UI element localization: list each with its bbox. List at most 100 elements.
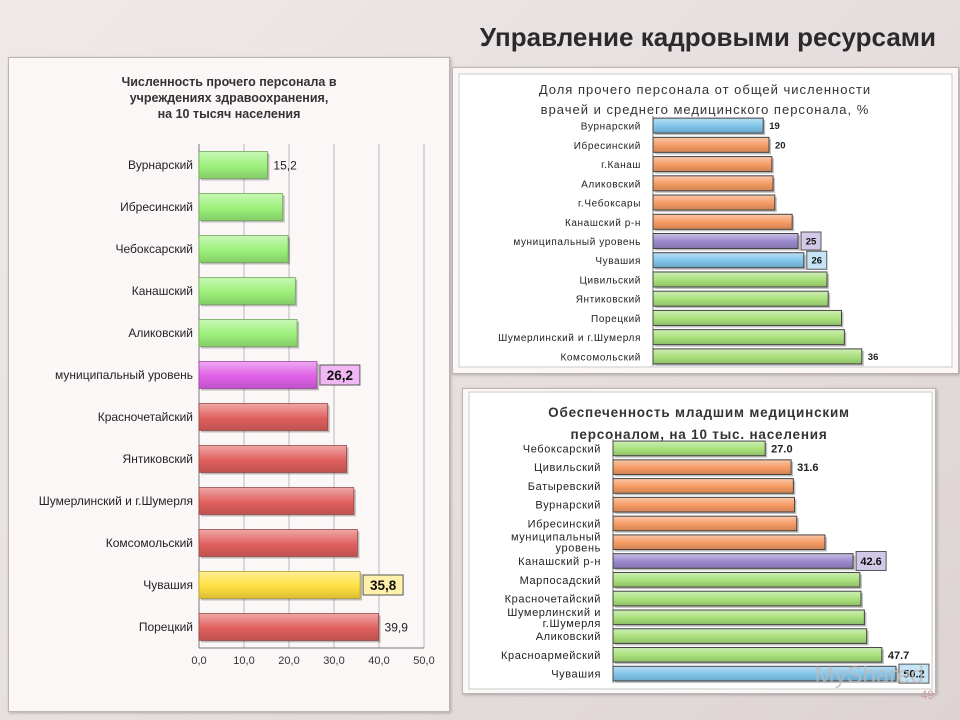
category-label: Канашский р-н <box>565 218 641 229</box>
category-label: Цивильский <box>534 462 601 474</box>
data-label-box <box>898 663 930 684</box>
bar <box>652 329 845 346</box>
data-label: 15,2 <box>273 158 297 172</box>
bar <box>652 348 863 365</box>
category-label: Чебоксарский <box>116 242 193 256</box>
data-label: 47.7 <box>888 650 909 662</box>
data-label: 26,2 <box>327 368 353 383</box>
chart-panel-bottom-right: Обеспеченность младшим медицинским персон… <box>462 388 936 694</box>
category-label: Чувашия <box>551 669 601 681</box>
bar <box>612 553 854 569</box>
bar <box>652 175 774 192</box>
bar <box>612 459 792 475</box>
data-label: 35,8 <box>370 578 397 593</box>
bar <box>198 319 298 347</box>
tick-label: 0,0 <box>191 655 206 667</box>
bar <box>198 529 358 557</box>
bar <box>198 361 318 389</box>
bar <box>198 193 284 221</box>
data-label: 19 <box>769 121 780 132</box>
data-label-box <box>319 364 361 386</box>
category-label: Аликовский <box>536 631 601 643</box>
bar <box>198 571 361 599</box>
category-label: Ибресинский <box>574 140 641 152</box>
data-label-box <box>800 231 822 251</box>
chart-title: на 10 тысяч населения <box>158 107 301 121</box>
tick-label: 50,0 <box>413 655 434 667</box>
watermark: MyShared <box>814 662 924 689</box>
category-label: Чувашия <box>143 578 193 592</box>
data-label-box <box>806 250 828 270</box>
bar <box>198 277 296 305</box>
bar <box>652 117 764 134</box>
data-label: 26 <box>812 256 823 267</box>
bar <box>612 534 826 551</box>
bar <box>652 136 770 153</box>
bar <box>198 445 348 473</box>
data-label: 42.6 <box>860 556 881 568</box>
tick-label: 30,0 <box>323 655 344 667</box>
category-label: Канашский р-н <box>518 556 601 568</box>
bar <box>652 290 829 307</box>
bar <box>612 665 897 682</box>
chart-panel-left: Численность прочего персонала в учреждени… <box>8 57 450 712</box>
chart-junior-staff: Обеспеченность младшим медицинским персон… <box>468 391 933 690</box>
category-label: Чувашия <box>595 256 641 267</box>
chart-title: Доля прочего персонала от общей численно… <box>539 82 871 97</box>
category-label: г.Шумерля <box>543 618 601 630</box>
data-label: 25 <box>806 236 817 247</box>
bar <box>612 515 798 532</box>
bar <box>612 478 794 494</box>
category-label: Чебоксарский <box>523 443 601 455</box>
category-label: Шумерлинский и <box>507 607 601 619</box>
category-label: Порецкий <box>591 314 641 325</box>
category-label: Вурнарский <box>581 122 641 133</box>
chart-title: врачей и среднего медицинского персонала… <box>541 102 870 117</box>
tick-label: 10,0 <box>233 655 254 667</box>
category-label: Батыревский <box>528 481 601 493</box>
chart-staff-share: Доля прочего персонала от общей численно… <box>458 73 953 368</box>
category-label: Красноармейский <box>501 650 601 662</box>
data-label-box <box>855 551 887 571</box>
bar <box>652 252 805 269</box>
bar <box>198 151 268 179</box>
data-label: 50.2 <box>903 669 924 681</box>
chart-title: учреждениях здравоохранения, <box>130 91 329 105</box>
chart-title: Численность прочего персонала в <box>121 75 336 89</box>
bar <box>652 271 828 288</box>
bar <box>612 571 861 588</box>
tick-label: 40,0 <box>368 655 389 667</box>
bar <box>652 233 799 249</box>
category-label: Аликовский <box>581 179 641 190</box>
data-label: 36 <box>868 352 879 363</box>
data-label: 27.0 <box>771 443 792 455</box>
bar <box>652 213 793 230</box>
category-label: Вурнарский <box>535 500 601 512</box>
data-label: 20 <box>775 140 786 151</box>
bar <box>198 403 329 431</box>
bar <box>198 487 355 515</box>
category-label: Порецкий <box>139 620 193 634</box>
category-label: муниципальный уровень <box>55 368 193 382</box>
data-label: 31.6 <box>797 462 818 474</box>
chart-title: персоналом, на 10 тыс. населения <box>570 427 827 442</box>
bar <box>652 309 842 326</box>
chart-panel-top-right: Доля прочего персонала от общей численно… <box>452 67 959 374</box>
category-label: Шумерлинский и г.Шумерля <box>498 333 641 344</box>
bar <box>198 613 379 641</box>
bar <box>612 440 766 457</box>
tick-label: 20,0 <box>278 655 299 667</box>
data-label-box <box>362 574 404 596</box>
category-label: Шумерлинский и г.Шумерля <box>39 494 193 508</box>
bar <box>612 496 795 513</box>
category-label: Аликовский <box>128 326 193 340</box>
category-label: Красночетайский <box>505 594 601 606</box>
bar <box>198 235 289 263</box>
category-label: Марпосадский <box>520 575 601 587</box>
bar <box>612 609 865 626</box>
category-label: Канашский <box>132 284 193 298</box>
category-label: Янтиковский <box>123 452 193 466</box>
bar <box>652 194 776 211</box>
bar <box>612 628 868 644</box>
category-label: Комсомольский <box>560 352 641 363</box>
